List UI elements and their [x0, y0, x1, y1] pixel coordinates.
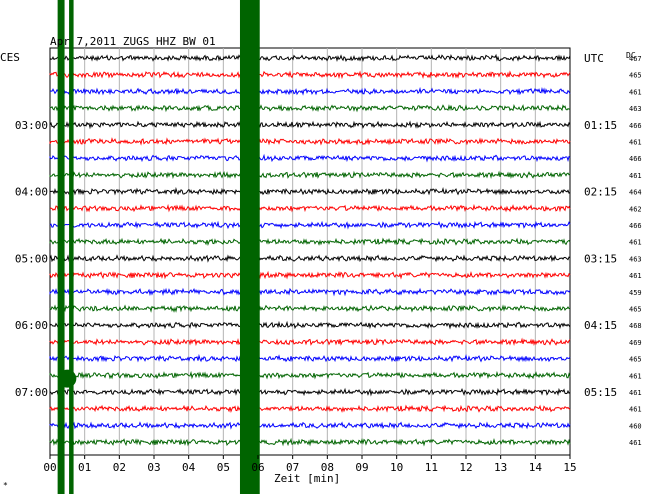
x-tick-label: 07: [286, 461, 299, 474]
trace-row: [49, 270, 571, 280]
dc-offset-label: 461: [629, 172, 642, 180]
dc-offset-label: 461: [629, 439, 642, 447]
plot-frame: [49, 47, 571, 456]
right-hour-label: 05:15: [584, 386, 617, 399]
dc-offset-label: 461: [629, 239, 642, 247]
right-hour-label: 01:15: [584, 119, 617, 132]
trace-row: [49, 287, 571, 297]
dc-offset-label: 465: [629, 306, 642, 314]
dc-offset-label: 461: [629, 389, 642, 397]
x-tick-label: 01: [78, 461, 91, 474]
x-tick-label: 04: [182, 461, 196, 474]
chart-title: Apr 7,2011 ZUGS HHZ BW 01: [50, 35, 216, 48]
seismic-traces: [49, 53, 571, 447]
event-bands: [57, 0, 260, 494]
dc-offset-label: 466: [629, 122, 642, 130]
left-hour-label: 04:00: [15, 186, 48, 199]
dc-offset-label: 467: [629, 55, 642, 63]
event-band: [239, 0, 260, 494]
trace-row: [49, 186, 571, 196]
x-tick-label: 11: [425, 461, 438, 474]
trace-row: [49, 153, 571, 163]
trace-row: [49, 254, 571, 263]
x-tick-label: 09: [355, 461, 368, 474]
x-tick-label: 00: [43, 461, 56, 474]
right-hour-label: 04:15: [584, 319, 617, 332]
dc-offset-label: 469: [629, 339, 642, 347]
x-tick-label: 14: [529, 461, 543, 474]
left-timezone-label: CES: [0, 51, 20, 64]
trace-row: [49, 103, 571, 113]
dc-offset-label: 466: [629, 155, 642, 163]
dc-offset-label: 459: [629, 289, 642, 297]
footer-mark: *: [3, 481, 8, 490]
x-tick-label: 10: [390, 461, 403, 474]
dc-offset-label: 462: [629, 205, 642, 213]
trace-row: [49, 387, 571, 397]
dc-offset-label: 463: [629, 255, 642, 263]
dc-offset-label: 461: [629, 139, 642, 147]
x-tick-label: 12: [459, 461, 472, 474]
trace-row: [49, 404, 571, 413]
left-hour-label: 07:00: [15, 386, 48, 399]
trace-row: [49, 70, 571, 80]
event-band: [69, 0, 74, 494]
trace-row: [49, 53, 571, 63]
dc-offset-label: 461: [629, 88, 642, 96]
dc-header: DC: [626, 51, 636, 60]
trace-row: [49, 137, 571, 146]
x-tick-label: 05: [217, 461, 230, 474]
left-hour-label: 03:00: [15, 119, 48, 132]
x-tick-label: 15: [563, 461, 576, 474]
x-tick-label: 02: [113, 461, 126, 474]
left-hour-label: 05:00: [15, 252, 48, 265]
trace-row: [49, 353, 571, 363]
dc-offset-label: 464: [629, 189, 642, 197]
trace-row: [49, 203, 571, 213]
grid: [49, 47, 571, 456]
x-tick-label: 08: [321, 461, 334, 474]
dc-offset-label: 465: [629, 72, 642, 80]
dc-offset-label: 466: [629, 222, 642, 230]
trace-row: [49, 170, 571, 180]
trace-row: [49, 237, 571, 246]
right-hour-label: 03:15: [584, 252, 617, 265]
dc-offset-label: 465: [629, 356, 642, 364]
trace-row: [49, 370, 571, 380]
trace-row: [49, 337, 571, 347]
trace-row: [49, 220, 571, 230]
x-tick-label: 06: [251, 461, 264, 474]
event-band: [57, 0, 65, 494]
dc-offset-label: 461: [629, 272, 642, 280]
left-hour-label: 06:00: [15, 319, 48, 332]
dc-offset-label: 461: [629, 372, 642, 380]
trace-row: [49, 304, 571, 313]
dc-offset-label: 463: [629, 105, 642, 113]
x-axis-label: Zeit [min]: [274, 472, 340, 485]
trace-row: [49, 421, 571, 430]
x-tick-label: 13: [494, 461, 507, 474]
x-tick-label: 03: [147, 461, 160, 474]
dc-offset-label: 461: [629, 406, 642, 414]
dc-offset-label: 468: [629, 322, 642, 330]
trace-row: [49, 120, 571, 130]
trace-row: [49, 86, 571, 96]
trace-row: [49, 320, 571, 330]
dc-offset-label: 460: [629, 422, 642, 430]
event-burst: [58, 369, 77, 388]
right-hour-label: 02:15: [584, 186, 617, 199]
trace-row: [49, 437, 571, 447]
axes: 467 465 461 463 466 461 466 461 464 462 466 461 463 4…: [15, 52, 642, 474]
right-hour-label: UTC: [584, 52, 604, 65]
